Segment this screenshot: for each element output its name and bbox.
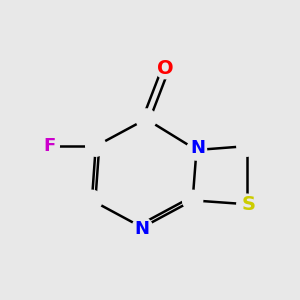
Text: F: F — [43, 137, 56, 155]
Circle shape — [155, 58, 176, 79]
Circle shape — [132, 218, 152, 238]
Text: N: N — [190, 140, 206, 158]
Circle shape — [39, 136, 59, 156]
Circle shape — [182, 190, 203, 210]
Circle shape — [237, 136, 257, 156]
Text: O: O — [157, 59, 174, 78]
Circle shape — [136, 109, 156, 129]
Circle shape — [82, 190, 102, 210]
Circle shape — [186, 140, 207, 160]
Text: N: N — [135, 220, 150, 238]
Circle shape — [237, 194, 257, 214]
Text: S: S — [242, 195, 255, 214]
Circle shape — [86, 136, 106, 156]
